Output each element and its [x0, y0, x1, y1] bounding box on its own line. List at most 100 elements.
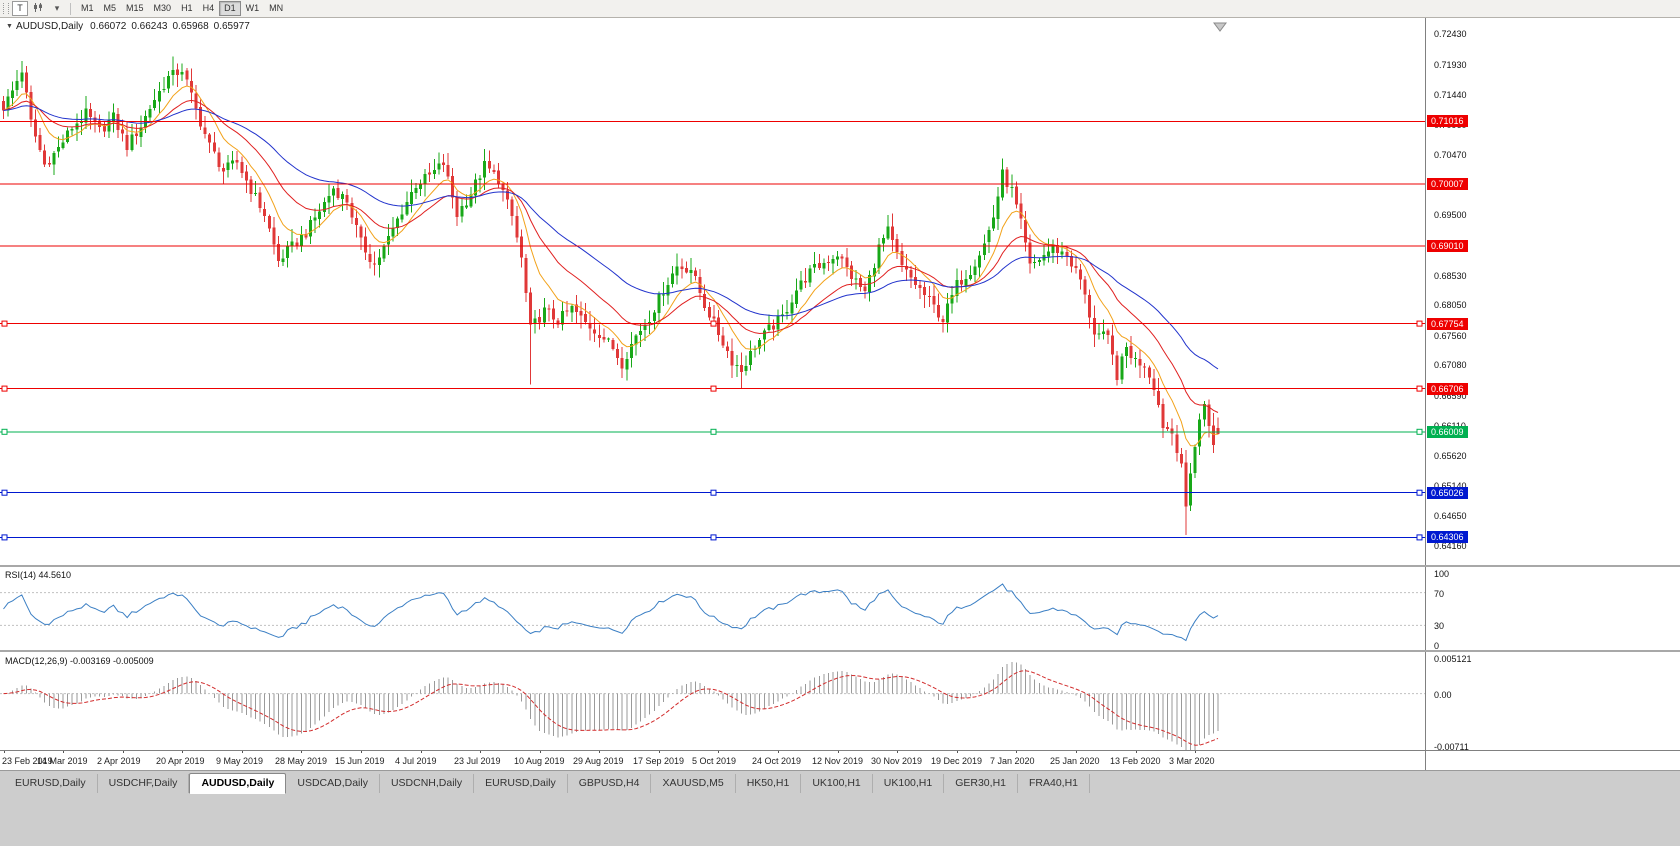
- rsi-canvas[interactable]: [0, 568, 1425, 650]
- line-price-label: 0.66706: [1427, 383, 1468, 395]
- date-tick: [4, 750, 5, 753]
- price-tick: 0.70470: [1434, 150, 1467, 160]
- timeframe-button-mn[interactable]: MN: [264, 1, 288, 16]
- time-axis[interactable]: 23 Feb 2019 14 Mar 2019 2 Apr 2019 20 Apr 2…: [0, 750, 1425, 769]
- chart-low-value: 0.65968: [172, 21, 209, 32]
- line-handle[interactable]: [1416, 534, 1423, 541]
- chart-menu-icon[interactable]: ▼: [6, 23, 13, 30]
- line-handle[interactable]: [1416, 428, 1423, 435]
- line-handle[interactable]: [1416, 320, 1423, 327]
- toolbar-grip[interactable]: [3, 3, 9, 14]
- date-tick: [1076, 750, 1077, 753]
- line-price-label: 0.67754: [1427, 318, 1468, 330]
- line-handle[interactable]: [1, 320, 8, 327]
- dropdown-arrow-icon[interactable]: ▾: [49, 1, 65, 16]
- date-tick: [421, 750, 422, 753]
- timeframe-button-m1[interactable]: M1: [76, 1, 99, 16]
- line-handle[interactable]: [1, 534, 8, 541]
- line-handle[interactable]: [1, 385, 8, 392]
- date-tick: [1195, 750, 1196, 753]
- line-handle[interactable]: [710, 489, 717, 496]
- rsi-indicator-label: RSI(14) 44.5610: [5, 570, 72, 580]
- date-tick: [659, 750, 660, 753]
- price-tick: 0.64650: [1434, 511, 1467, 521]
- symbol-tab-xauusd-m5[interactable]: XAUUSD,M5: [651, 774, 736, 793]
- date-tick: [242, 750, 243, 753]
- timeframe-button-m30[interactable]: M30: [149, 1, 177, 16]
- price-tick: 0.68530: [1434, 271, 1467, 281]
- macd-canvas[interactable]: [0, 653, 1425, 750]
- price-scale[interactable]: 0.724300.719300.714400.709600.704700.699…: [1425, 17, 1680, 770]
- date-tick: [361, 750, 362, 753]
- line-handle[interactable]: [1, 489, 8, 496]
- timeframe-button-m15[interactable]: M15: [121, 1, 149, 16]
- date-tick: [123, 750, 124, 753]
- macd-indicator-label: MACD(12,26,9) -0.003169 -0.005009: [5, 656, 154, 666]
- line-handle[interactable]: [1, 428, 8, 435]
- price-tick: 0.72430: [1434, 29, 1467, 39]
- symbol-tab-ger30-h1[interactable]: GER30,H1: [944, 774, 1018, 793]
- timeframe-button-w1[interactable]: W1: [241, 1, 265, 16]
- date-tick: [957, 750, 958, 753]
- date-tick: [897, 750, 898, 753]
- price-tick: 0.68050: [1434, 300, 1467, 310]
- date-tick: [778, 750, 779, 753]
- date-label: 19 Dec 2019: [931, 756, 983, 766]
- date-label: 13 Feb 2020: [1110, 756, 1161, 766]
- timeframe-button-d1[interactable]: D1: [219, 1, 241, 16]
- symbol-tab-hk50-h1[interactable]: HK50,H1: [736, 774, 802, 793]
- symbol-tab-uk100-h1[interactable]: UK100,H1: [801, 774, 873, 793]
- line-handle[interactable]: [710, 320, 717, 327]
- date-label: 29 Aug 2019: [573, 756, 624, 766]
- chart-type-icon[interactable]: [28, 1, 49, 16]
- line-handle[interactable]: [1416, 489, 1423, 496]
- chart-high-value: 0.66243: [131, 21, 168, 32]
- line-handle[interactable]: [710, 534, 717, 541]
- symbol-tab-audusd-daily[interactable]: AUDUSD,Daily: [189, 773, 287, 794]
- date-tick: [540, 750, 541, 753]
- price-tick: 0.64160: [1434, 541, 1467, 551]
- date-label: 12 Nov 2019: [812, 756, 864, 766]
- top-toolbar: T ▾ M1 M5 M15 M30 H1 H4 D1 W1 MN: [0, 0, 1680, 18]
- date-label: 23 Jul 2019: [454, 756, 501, 766]
- price-tick: 0.67560: [1434, 331, 1467, 341]
- line-handle[interactable]: [710, 428, 717, 435]
- price-tick: 0.71440: [1434, 90, 1467, 100]
- date-label: 15 Jun 2019: [335, 756, 385, 766]
- symbol-tab-eurusd-daily[interactable]: EURUSD,Daily: [4, 774, 98, 793]
- macd-scale-label: -0.00711: [1434, 742, 1469, 752]
- symbol-tab-usdcnh-daily[interactable]: USDCNH,Daily: [380, 774, 475, 793]
- symbol-tab-gbpusd-h4[interactable]: GBPUSD,H4: [568, 774, 652, 793]
- panel-separator[interactable]: [0, 650, 1680, 652]
- panel-separator[interactable]: [0, 565, 1680, 567]
- date-label: 5 Oct 2019: [692, 756, 737, 766]
- line-price-label: 0.69010: [1427, 240, 1468, 252]
- main-chart-canvas[interactable]: [0, 22, 1425, 565]
- timeframe-button-h4[interactable]: H4: [198, 1, 220, 16]
- line-price-label: 0.66009: [1427, 426, 1468, 438]
- symbol-tab-fra40-h1[interactable]: FRA40,H1: [1018, 774, 1091, 793]
- rsi-scale-label: 30: [1434, 621, 1445, 631]
- line-handle[interactable]: [1416, 385, 1423, 392]
- price-tick: 0.66590: [1434, 391, 1467, 401]
- symbol-tab-eurusd-daily[interactable]: EURUSD,Daily: [474, 774, 568, 793]
- date-label: 25 Jan 2020: [1050, 756, 1100, 766]
- line-price-label: 0.65026: [1427, 487, 1468, 499]
- timeframe-button-h1[interactable]: H1: [176, 1, 198, 16]
- date-tick: [301, 750, 302, 753]
- line-price-label: 0.71016: [1427, 115, 1468, 127]
- slow-ma-line: [3, 105, 1219, 370]
- macd-signal-line: [3, 670, 1219, 746]
- timeframe-button-m5[interactable]: M5: [99, 1, 122, 16]
- date-label: 9 May 2019: [216, 756, 264, 766]
- chart-close-value: 0.65977: [213, 21, 250, 32]
- symbol-tab-usdcad-daily[interactable]: USDCAD,Daily: [286, 774, 380, 793]
- mid-ma-line: [3, 99, 1219, 413]
- symbol-tab-uk100-h1[interactable]: UK100,H1: [873, 774, 945, 793]
- templates-button[interactable]: T: [12, 1, 28, 16]
- symbol-tab-usdchf-daily[interactable]: USDCHF,Daily: [98, 774, 190, 793]
- date-label: 30 Nov 2019: [871, 756, 923, 766]
- rsi-scale-label: 100: [1434, 569, 1450, 579]
- shift-marker-icon[interactable]: [1213, 22, 1227, 32]
- line-handle[interactable]: [710, 385, 717, 392]
